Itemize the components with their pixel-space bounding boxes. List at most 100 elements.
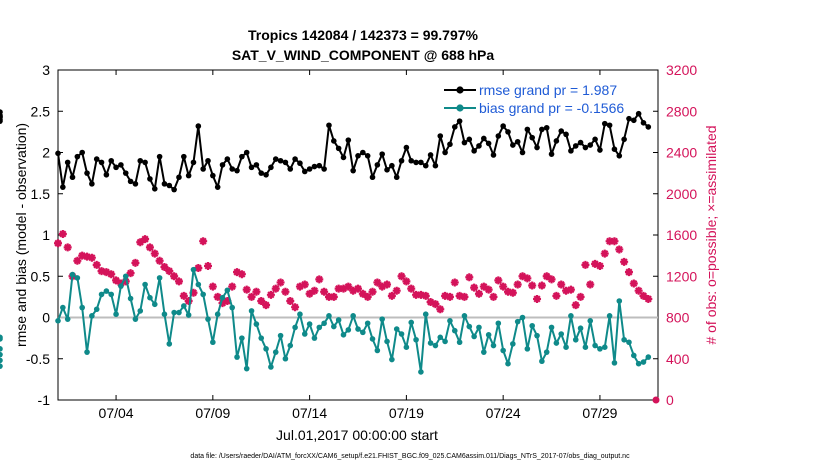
rmse-point: [597, 147, 603, 153]
legend-rmse-marker: [456, 86, 464, 94]
rmse-point: [268, 164, 274, 171]
obs-count-marker: [329, 292, 338, 301]
y2-tick-label: 2800: [666, 103, 697, 119]
rmse-point: [466, 136, 473, 143]
bias-point: [103, 288, 110, 294]
bias-point: [490, 342, 497, 349]
obs-count-marker: [441, 291, 450, 300]
obs-count-marker: [397, 272, 406, 281]
bias-point: [355, 326, 361, 332]
rmse-point: [151, 186, 158, 192]
obs-count-marker: [179, 291, 188, 300]
y-tick-label: 0.5: [31, 268, 51, 284]
obs-count-marker: [460, 292, 469, 301]
rmse-point: [432, 162, 439, 169]
obs-count-marker: [504, 287, 512, 296]
obs-count-marker: [615, 245, 624, 254]
x-tick-label: 07/04: [99, 405, 134, 421]
bias-point: [601, 344, 608, 351]
rmse-point: [355, 153, 361, 159]
rmse-point: [437, 133, 444, 139]
bias-point: [543, 349, 550, 355]
rmse-point: [108, 157, 115, 164]
legend-bias-text: bias grand pr = -0.1566: [479, 100, 624, 116]
rmse-point: [113, 164, 119, 171]
bias-point: [340, 332, 347, 338]
obs-count-marker: [566, 285, 575, 294]
bias-point: [519, 314, 526, 321]
y2-tick-label: 800: [666, 310, 690, 326]
obs-count-marker: [324, 292, 333, 301]
bias-point: [122, 273, 129, 280]
bias-point: [69, 271, 76, 278]
rmse-point: [456, 118, 463, 124]
obs-count-marker: [262, 301, 271, 310]
rmse-point: [393, 174, 400, 181]
obs-count-marker: [141, 235, 150, 244]
obs-count-marker: [247, 292, 256, 301]
rmse-point: [103, 171, 110, 178]
bias-point: [306, 321, 313, 327]
rmse-point: [534, 144, 540, 151]
bias-point: [84, 349, 90, 355]
bias-point: [287, 342, 294, 349]
obs-count-marker: [470, 283, 479, 292]
bias-point: [437, 334, 444, 341]
bias-point: [292, 324, 298, 331]
obs-count-marker: [576, 292, 585, 301]
x-axis-ticks: 07/04 07/09 07/14 07/19 07/24 07/29: [99, 70, 618, 421]
bias-point: [524, 346, 531, 352]
obs-count-marker: [257, 297, 266, 305]
bias-series: [0, 266, 652, 375]
bias-point: [529, 322, 535, 329]
obs-count-marker: [170, 272, 179, 281]
rmse-point: [190, 159, 197, 166]
data-file-footer: data file: /Users/raeder/DAI/ATM_forcXX/…: [190, 453, 630, 460]
bias-point: [374, 347, 381, 354]
obs-count-marker: [358, 289, 367, 298]
obs-count-marker: [233, 268, 242, 277]
obs-count-marker: [562, 286, 571, 295]
obs-count-marker: [610, 237, 619, 246]
rmse-point: [601, 120, 608, 127]
bias-point: [403, 344, 410, 351]
bias-point: [277, 332, 284, 339]
rmse-point: [282, 159, 289, 166]
obs-count-marker: [208, 282, 217, 291]
rmse-point: [374, 162, 381, 168]
bias-point: [205, 316, 211, 322]
bias-point: [60, 304, 66, 311]
rmse-point: [161, 181, 168, 187]
rmse-point: [195, 123, 202, 129]
y-tick-label: -0.5: [26, 351, 50, 367]
rmse-point: [224, 156, 231, 162]
rmse-point: [403, 144, 410, 151]
obs-count-marker: [595, 261, 604, 270]
rmse-point: [0, 118, 3, 124]
obs-count-marker: [305, 289, 314, 298]
legend-rmse-text: rmse grand pr = 1.987: [479, 82, 617, 98]
y2-tick-label: 1600: [666, 227, 697, 243]
rmse-point: [331, 138, 337, 144]
bias-point: [195, 281, 202, 288]
obs-count-marker: [450, 278, 459, 287]
rmse-series: [0, 109, 652, 193]
rmse-point: [229, 166, 235, 172]
rmse-point: [156, 153, 163, 160]
y-tick-label: 1: [42, 227, 50, 243]
rmse-point: [166, 182, 173, 189]
bias-point: [234, 354, 240, 360]
rmse-point: [340, 154, 347, 161]
obs-count-marker: [310, 286, 319, 295]
obs-count-marker: [557, 280, 566, 289]
rmse-point: [572, 143, 579, 149]
rmse-point: [55, 150, 61, 157]
rmse-point: [606, 122, 613, 129]
rmse-point: [316, 162, 323, 169]
obs-count-marker: [629, 279, 638, 288]
obs-count-marker: [445, 292, 454, 301]
y2-tick-label: 2400: [666, 145, 697, 161]
obs-count-marker: [121, 277, 130, 286]
rmse-point: [442, 149, 448, 156]
bias-point: [214, 311, 221, 318]
